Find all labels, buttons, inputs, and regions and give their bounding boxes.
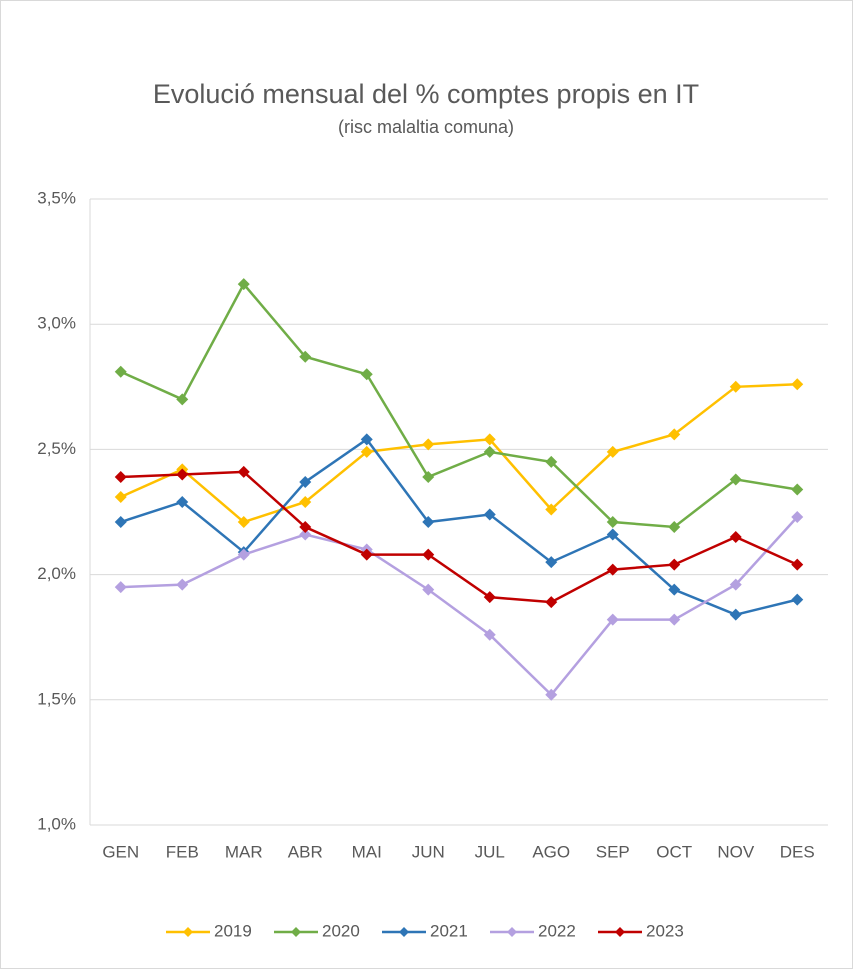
x-tick-label: MAI bbox=[352, 842, 382, 861]
y-tick-label: 2,5% bbox=[37, 439, 76, 458]
data-point bbox=[668, 521, 681, 534]
y-tick-label: 1,0% bbox=[37, 814, 76, 833]
data-point bbox=[299, 528, 312, 541]
data-point bbox=[114, 490, 127, 503]
x-tick-label: SEP bbox=[596, 842, 630, 861]
data-point bbox=[176, 393, 189, 406]
data-point bbox=[360, 433, 373, 446]
data-point bbox=[791, 483, 804, 496]
legend-label: 2020 bbox=[322, 921, 360, 940]
data-point bbox=[545, 688, 558, 701]
data-point bbox=[237, 548, 250, 561]
data-point bbox=[176, 468, 189, 481]
series-line bbox=[120, 470, 798, 604]
x-tick-label: AGO bbox=[532, 842, 570, 861]
data-point bbox=[483, 591, 496, 604]
legend-label: 2023 bbox=[646, 921, 684, 940]
data-point bbox=[606, 613, 619, 626]
series-line bbox=[120, 281, 798, 529]
data-point bbox=[299, 521, 312, 534]
data-point bbox=[483, 508, 496, 521]
y-tick-label: 3,5% bbox=[37, 188, 76, 207]
data-point bbox=[729, 380, 742, 393]
chart-subtitle: (risc malaltia comuna) bbox=[338, 117, 514, 137]
data-point bbox=[668, 583, 681, 596]
legend-marker bbox=[183, 927, 193, 937]
data-point bbox=[729, 608, 742, 621]
data-point bbox=[114, 581, 127, 594]
x-tick-label: FEB bbox=[166, 842, 199, 861]
data-point bbox=[422, 516, 435, 529]
series-line bbox=[120, 516, 799, 697]
legend-label: 2021 bbox=[430, 921, 468, 940]
data-point bbox=[791, 558, 804, 571]
data-point bbox=[545, 596, 558, 609]
data-point bbox=[176, 578, 189, 591]
data-point bbox=[483, 628, 496, 641]
legend-marker bbox=[399, 927, 409, 937]
data-point bbox=[729, 473, 742, 486]
data-point bbox=[606, 563, 619, 576]
data-point bbox=[791, 378, 804, 391]
chart-title: Evolució mensual del % comptes propis en… bbox=[153, 79, 699, 109]
data-point bbox=[360, 445, 373, 458]
x-tick-label: NOV bbox=[717, 842, 755, 861]
x-tick-label: JUL bbox=[475, 842, 505, 861]
data-point bbox=[483, 433, 496, 446]
data-point bbox=[668, 558, 681, 571]
data-point bbox=[422, 548, 435, 561]
x-tick-label: JUN bbox=[412, 842, 445, 861]
data-point bbox=[545, 455, 558, 468]
legend-marker bbox=[615, 927, 625, 937]
data-point bbox=[483, 445, 496, 458]
data-point bbox=[360, 548, 373, 561]
data-point bbox=[176, 495, 189, 508]
data-point bbox=[237, 278, 250, 291]
data-point bbox=[606, 445, 619, 458]
data-point bbox=[668, 428, 681, 441]
data-point bbox=[299, 350, 312, 363]
x-tick-label: MAR bbox=[225, 842, 263, 861]
data-point bbox=[422, 583, 435, 596]
series-line bbox=[120, 437, 798, 616]
legend-marker bbox=[507, 927, 517, 937]
data-point bbox=[114, 365, 127, 378]
data-point bbox=[422, 438, 435, 451]
legend-marker bbox=[291, 927, 301, 937]
y-tick-label: 3,0% bbox=[37, 314, 76, 333]
data-point bbox=[114, 516, 127, 529]
legend-label: 2022 bbox=[538, 921, 576, 940]
data-point bbox=[237, 465, 250, 478]
data-point bbox=[299, 495, 312, 508]
data-point bbox=[299, 475, 312, 488]
series-line bbox=[120, 383, 798, 524]
data-point bbox=[791, 593, 804, 606]
x-tick-label: GEN bbox=[102, 842, 139, 861]
data-point bbox=[545, 503, 558, 516]
data-point bbox=[422, 470, 435, 483]
data-point bbox=[114, 470, 127, 483]
x-tick-label: OCT bbox=[656, 842, 692, 861]
data-point bbox=[545, 556, 558, 569]
x-tick-label: DES bbox=[780, 842, 815, 861]
data-point bbox=[237, 516, 250, 529]
legend-label: 2019 bbox=[214, 921, 252, 940]
y-tick-label: 2,0% bbox=[37, 564, 76, 583]
data-point bbox=[360, 368, 373, 381]
data-point bbox=[791, 511, 804, 524]
data-point bbox=[606, 528, 619, 541]
data-point bbox=[668, 613, 681, 626]
x-tick-label: ABR bbox=[288, 842, 323, 861]
y-tick-label: 1,5% bbox=[37, 689, 76, 708]
data-point bbox=[729, 531, 742, 544]
data-point bbox=[729, 578, 742, 591]
data-point bbox=[606, 516, 619, 529]
